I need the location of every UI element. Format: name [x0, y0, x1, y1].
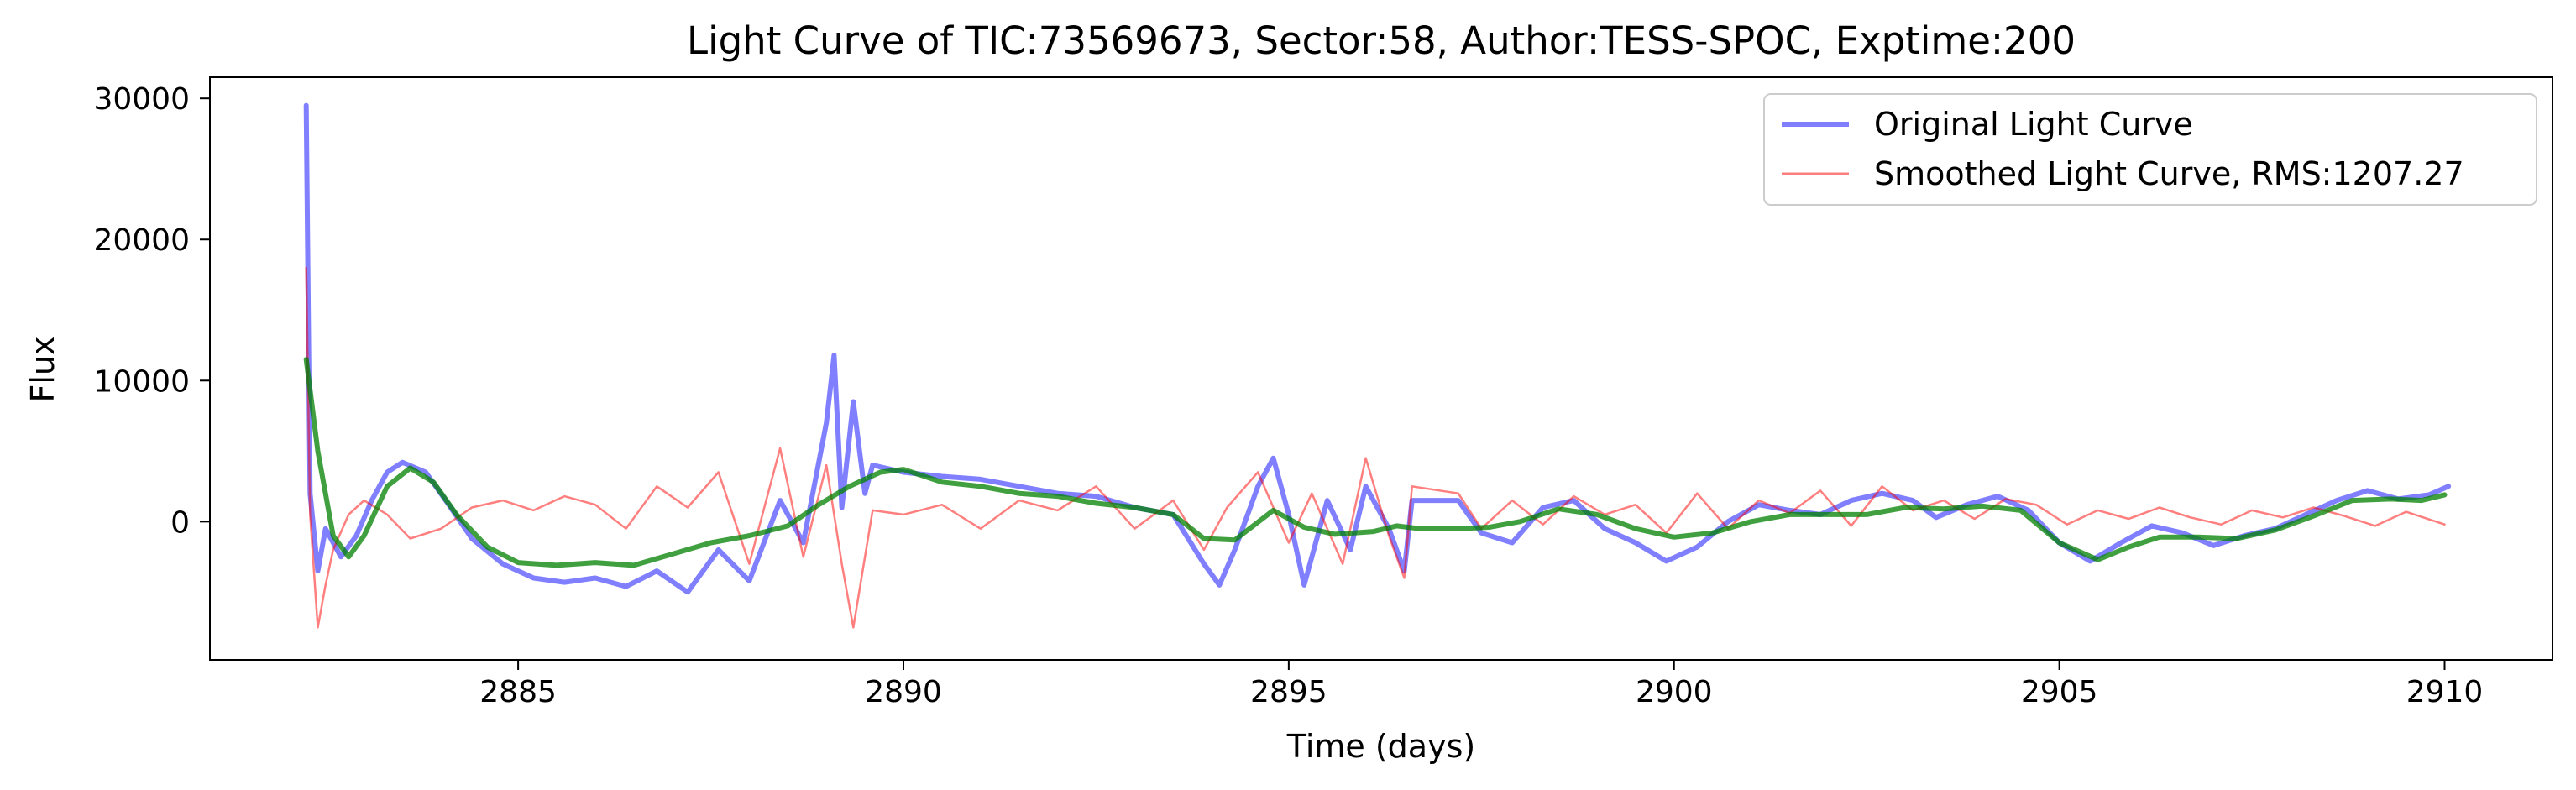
x-tick-label: 2890: [865, 675, 942, 709]
x-tick-label: 2885: [479, 675, 557, 709]
y-axis: 0 10000 20000 30000: [93, 82, 210, 540]
plot-frame: [209, 76, 2553, 661]
legend-label-smoothed: Smoothed Light Curve, RMS:1207.27: [1874, 155, 2464, 192]
x-tick-label: 2895: [1250, 675, 1327, 709]
x-tick-label: 2900: [1636, 675, 1713, 709]
legend-box: [1763, 93, 2537, 206]
series-original-line: [303, 102, 2452, 595]
x-axis: 2885 2890 2895 2900 2905 2910: [479, 660, 2483, 709]
series-smoothed-line: [305, 266, 2446, 629]
x-tick-label: 2905: [2021, 675, 2098, 709]
y-tick-label: 10000: [93, 364, 190, 399]
y-tick-label: 0: [170, 505, 190, 540]
x-axis-label: Time (days): [1286, 728, 1475, 765]
y-tick-label: 20000: [93, 223, 190, 258]
x-tick-label: 2910: [2406, 675, 2484, 709]
legend-label-original: Original Light Curve: [1874, 106, 2193, 143]
legend: Original Light Curve Smoothed Light Curv…: [1763, 93, 2537, 206]
chart-title: Light Curve of TIC:73569673, Sector:58, …: [687, 18, 2076, 63]
series-layer: [303, 102, 2452, 629]
y-tick-label: 30000: [93, 82, 190, 117]
series-trend-line: [303, 357, 2448, 568]
y-axis-label: Flux: [24, 337, 61, 403]
